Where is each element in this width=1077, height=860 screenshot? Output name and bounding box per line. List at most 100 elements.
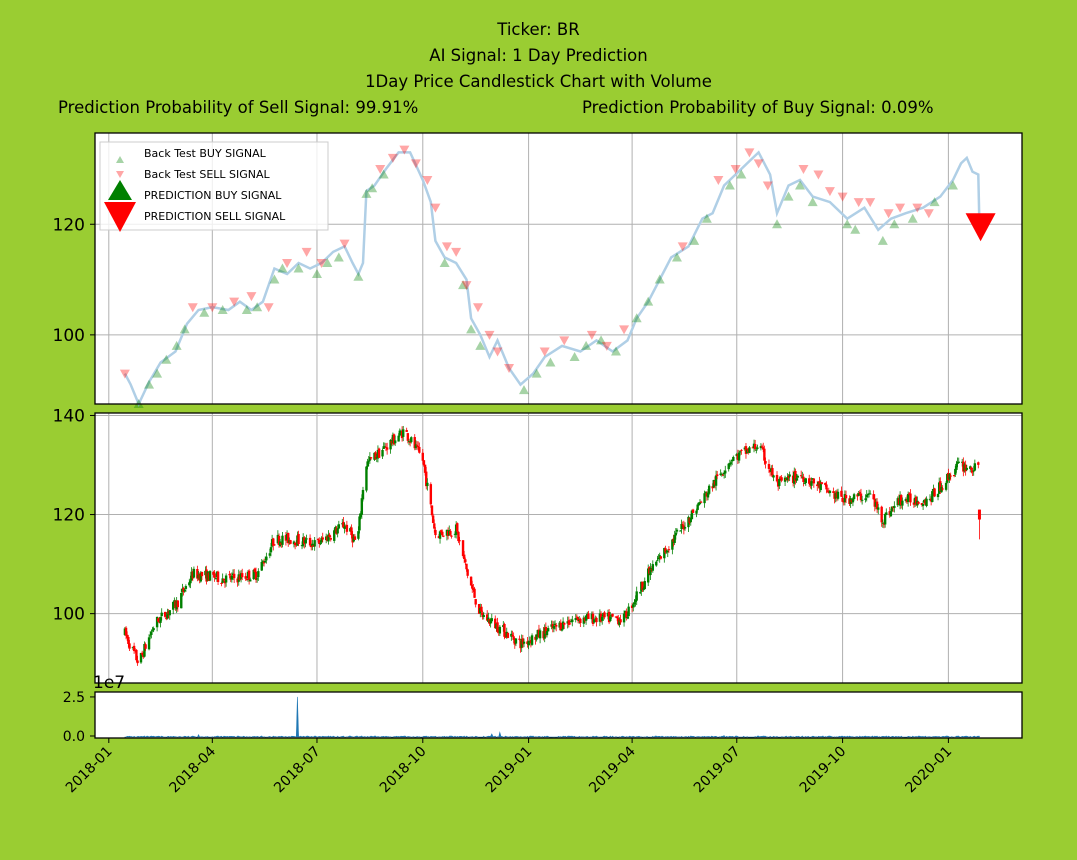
backtest-buy-marker xyxy=(466,324,477,334)
candle-body xyxy=(591,613,595,624)
candle-body xyxy=(232,573,236,579)
candle-body xyxy=(679,530,682,532)
candle-body xyxy=(149,635,152,637)
backtest-sell-marker xyxy=(207,303,218,313)
candle-body xyxy=(828,490,832,493)
candle-body xyxy=(438,531,442,539)
candle-body xyxy=(802,476,805,482)
candle-body xyxy=(696,504,699,510)
candle-body xyxy=(595,617,598,623)
sell-probability-label: Prediction Probability of Sell Signal: 9… xyxy=(58,98,419,117)
backtest-buy-marker xyxy=(807,197,818,207)
candle-body xyxy=(415,444,419,446)
candle-body xyxy=(365,466,368,491)
candle-body xyxy=(192,568,196,578)
candle-body xyxy=(563,622,566,625)
backtest-sell-marker xyxy=(865,198,876,208)
candle-body xyxy=(327,534,330,542)
candle-body xyxy=(423,464,427,473)
candle-body xyxy=(808,478,811,484)
candle-body xyxy=(521,638,525,645)
backtest-buy-marker xyxy=(631,313,642,323)
candle-body xyxy=(151,630,154,632)
candle-body xyxy=(727,463,730,470)
candle-body xyxy=(651,564,655,571)
legend-bt-buy-marker xyxy=(116,156,124,163)
candle-body xyxy=(353,536,357,540)
candle-body xyxy=(957,461,960,463)
candle-body xyxy=(368,456,372,461)
candle-body xyxy=(571,619,574,623)
candle-body xyxy=(970,467,973,470)
candle-body xyxy=(860,499,864,501)
candle-body xyxy=(498,626,502,634)
volume-exponent-label: 1e7 xyxy=(93,673,125,693)
candle-body xyxy=(304,539,307,543)
candle-body xyxy=(464,559,467,563)
candle-body xyxy=(656,560,659,562)
candle-body xyxy=(374,452,377,460)
backtest-sell-marker xyxy=(339,239,350,249)
candle-body xyxy=(328,534,331,538)
candle-body xyxy=(481,612,484,618)
candle-body xyxy=(482,615,485,617)
candle-body xyxy=(771,468,774,477)
candlestick-panel xyxy=(123,425,981,666)
candle-body xyxy=(841,497,844,502)
backtest-buy-marker xyxy=(772,219,783,229)
candle-body xyxy=(414,444,418,449)
candle-body xyxy=(410,437,413,443)
candle-body xyxy=(462,554,466,559)
candle-body xyxy=(385,447,389,450)
candle-body xyxy=(336,528,339,534)
candle-body xyxy=(165,618,168,620)
candle-body xyxy=(618,620,621,625)
backtest-sell-marker xyxy=(410,159,421,169)
candle-body xyxy=(615,616,619,619)
candle-body xyxy=(343,526,346,529)
candle-body xyxy=(859,493,863,501)
candle-body xyxy=(760,446,764,448)
candle-body xyxy=(216,571,220,583)
candle-body xyxy=(810,481,813,486)
candle-body xyxy=(780,477,783,481)
candle-body xyxy=(128,643,131,649)
candle-body xyxy=(674,532,678,536)
candle-body xyxy=(503,623,506,637)
backtest-buy-marker xyxy=(269,274,280,284)
backtest-buy-marker xyxy=(171,340,182,350)
candle-body xyxy=(912,502,916,505)
candle-body xyxy=(883,513,887,525)
backtest-buy-marker xyxy=(929,197,940,207)
candle-body xyxy=(480,606,483,612)
candle-body xyxy=(973,463,977,471)
candle-body xyxy=(518,638,521,640)
backtest-sell-marker xyxy=(504,364,515,374)
backtest-sell-marker xyxy=(744,148,755,158)
candle-body xyxy=(889,511,893,517)
price-panel-frame xyxy=(94,132,1023,405)
candle-body xyxy=(358,516,361,531)
backtest-sell-marker xyxy=(472,303,483,313)
candle-body xyxy=(756,447,759,449)
candle-body xyxy=(764,461,767,464)
price-panel xyxy=(119,145,996,408)
backtest-sell-marker xyxy=(798,164,809,174)
backtest-buy-marker xyxy=(378,169,389,179)
backtest-buy-marker xyxy=(277,263,288,273)
candle-body xyxy=(664,548,667,553)
backtest-buy-marker xyxy=(795,180,806,190)
candle-body xyxy=(844,494,848,499)
candle-body xyxy=(289,540,292,544)
candle-body xyxy=(568,623,572,625)
candle-body xyxy=(575,616,579,618)
candle-body xyxy=(690,510,694,520)
backtest-buy-marker xyxy=(144,379,155,389)
backtest-buy-marker xyxy=(569,351,580,361)
candle-panel-bg xyxy=(95,413,1022,683)
candle-body xyxy=(657,557,660,560)
backtest-buy-marker xyxy=(458,280,469,290)
candle-body xyxy=(457,531,460,542)
candle-body xyxy=(803,483,806,485)
